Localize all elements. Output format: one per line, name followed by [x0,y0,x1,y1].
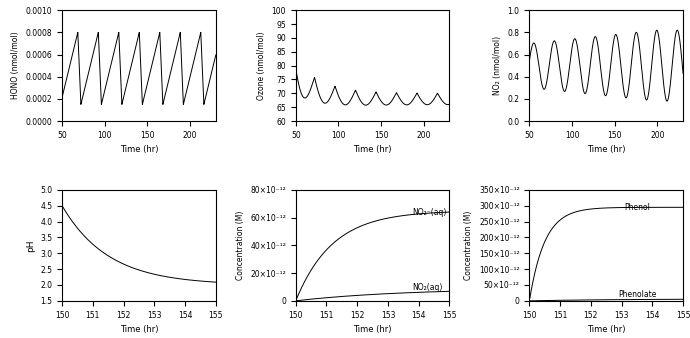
Y-axis label: Ozone (nmol/mol): Ozone (nmol/mol) [257,31,266,100]
X-axis label: Time (hr): Time (hr) [353,325,392,334]
Y-axis label: Concentration (M): Concentration (M) [235,211,244,280]
X-axis label: Time (hr): Time (hr) [587,325,626,334]
X-axis label: Time (hr): Time (hr) [119,325,158,334]
Y-axis label: NO₂ (nmol/mol): NO₂ (nmol/mol) [493,36,502,95]
Y-axis label: HONO (nmol/mol): HONO (nmol/mol) [11,32,20,99]
Text: NO₂(aq): NO₂(aq) [413,283,443,292]
Y-axis label: pH: pH [26,239,34,251]
Text: Phenol: Phenol [624,203,650,213]
Text: NO₂⁻(aq): NO₂⁻(aq) [413,208,447,217]
Text: Phenolate: Phenolate [618,290,656,299]
X-axis label: Time (hr): Time (hr) [119,145,158,154]
X-axis label: Time (hr): Time (hr) [587,145,626,154]
X-axis label: Time (hr): Time (hr) [353,145,392,154]
Y-axis label: Concentration (M): Concentration (M) [464,211,473,280]
